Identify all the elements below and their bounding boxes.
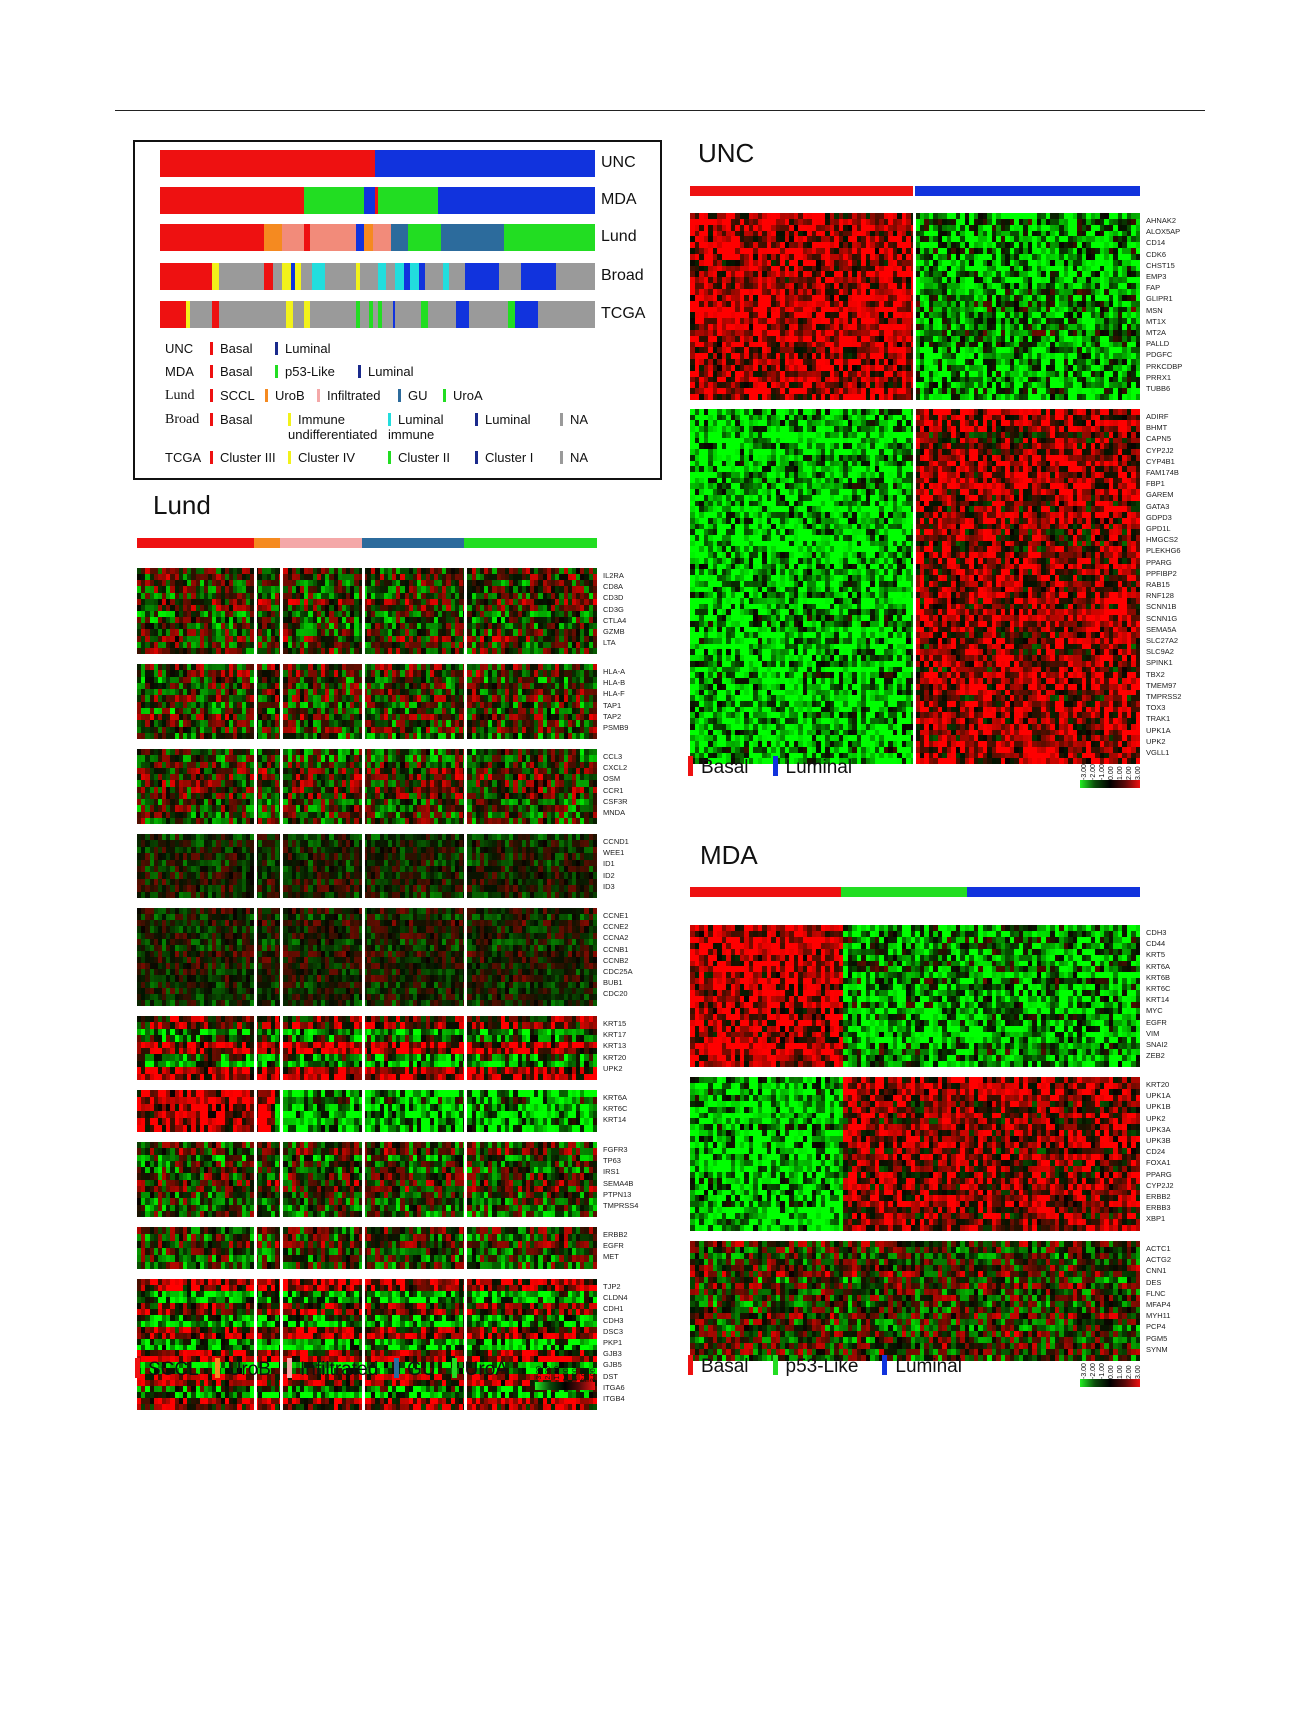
top-rule — [115, 110, 1205, 111]
lund-title: Lund — [153, 490, 211, 521]
lund-group-bar-segment — [254, 538, 279, 548]
lund-group-bar-segment — [362, 538, 463, 548]
lund-group-bar-segment — [137, 538, 254, 548]
lund-heatmap-block — [137, 568, 597, 654]
lund-group-bar-segment — [464, 538, 597, 548]
lund-group-bar-segment — [280, 538, 363, 548]
